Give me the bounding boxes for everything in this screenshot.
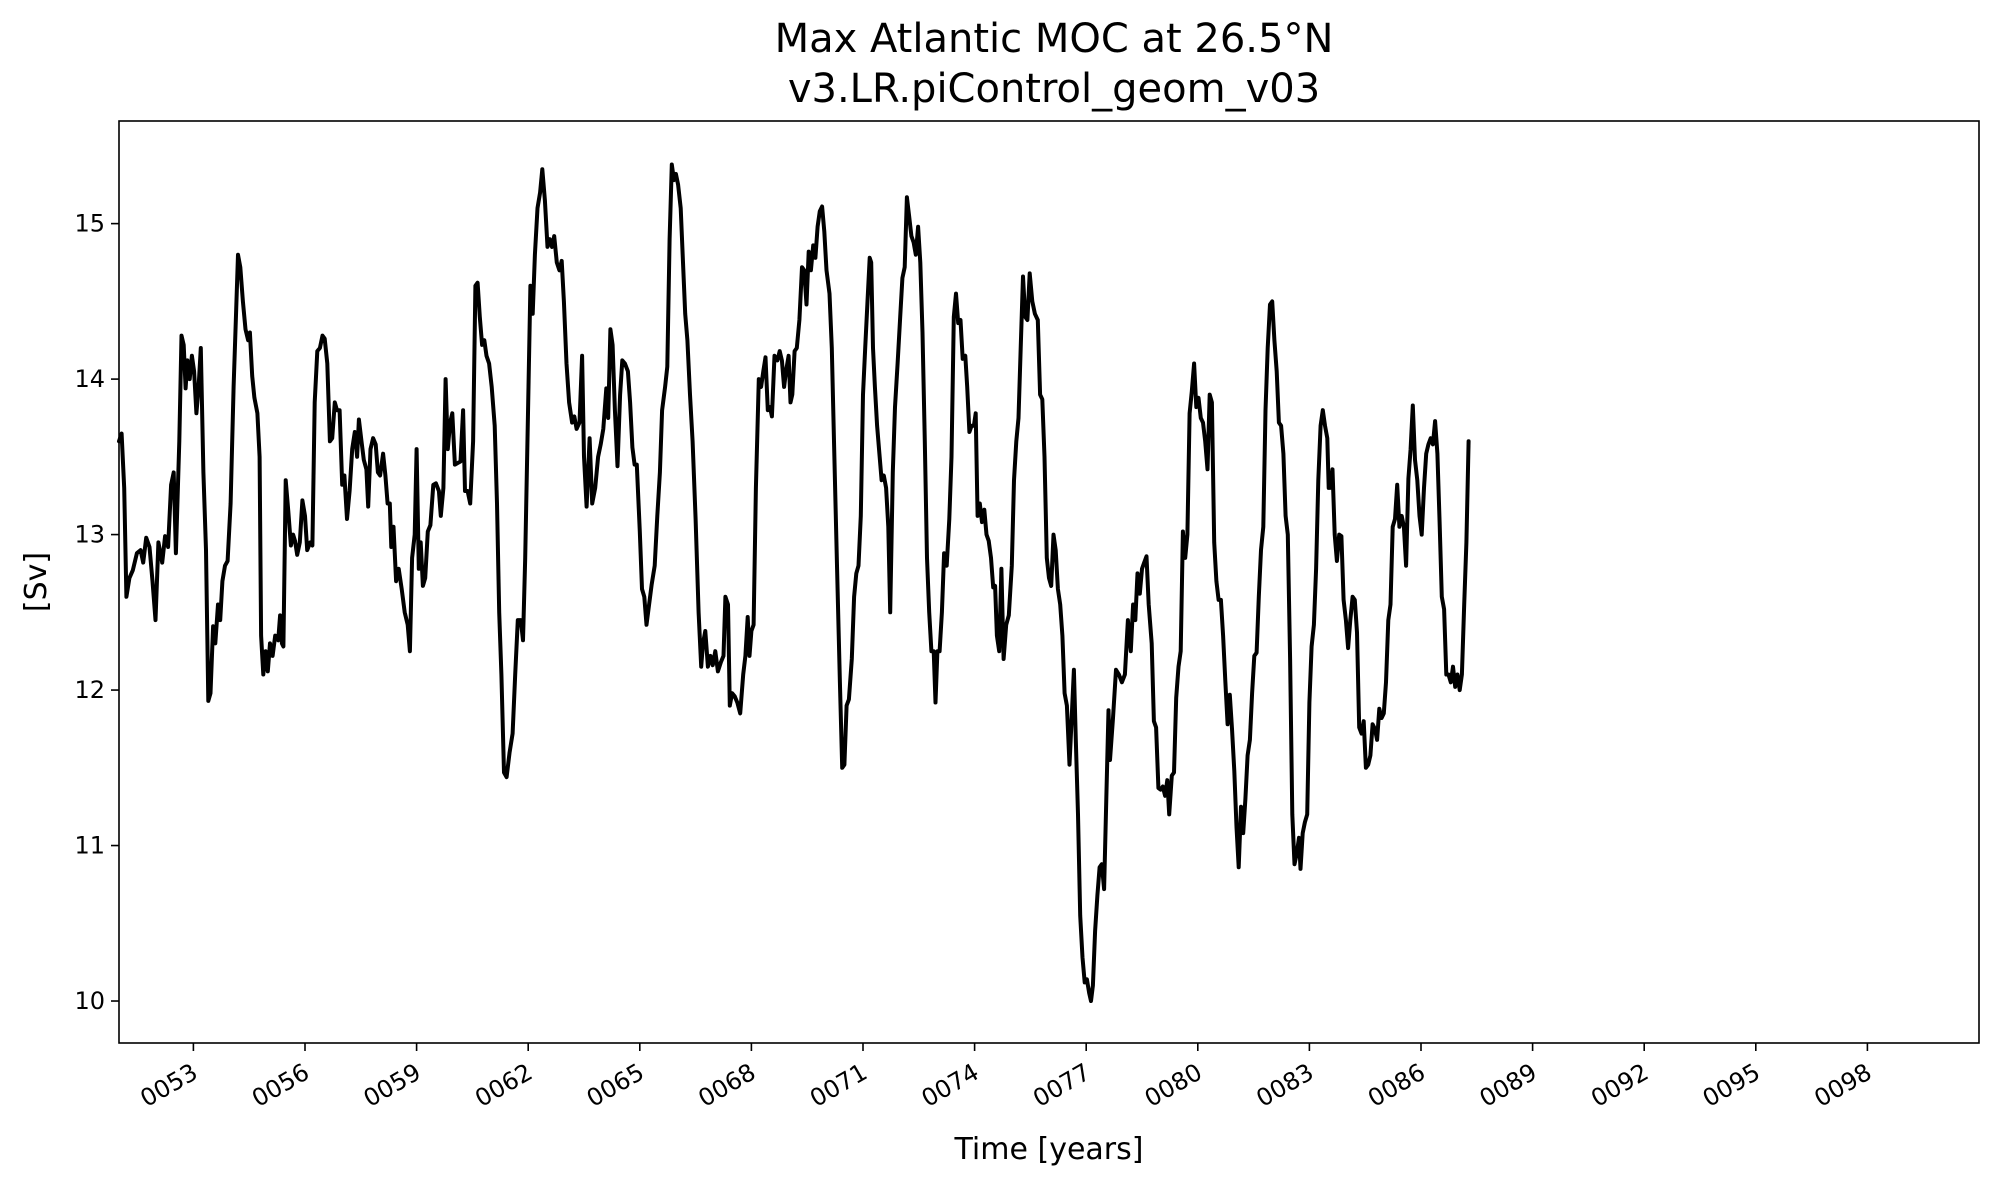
plot-frame [118,120,1980,1044]
y-tick-label: 11 [74,832,105,860]
y-tick-label: 13 [74,521,105,549]
y-axis-ticks: 10 11 12 13 14 15 [74,210,119,1015]
series-line [117,162,1471,1003]
y-tick-label: 14 [74,365,105,393]
chart-title: Max Atlantic MOC at 26.5°N [775,16,1334,62]
y-axis-label: [Sv] [19,552,54,612]
y-tick-label: 15 [74,210,105,238]
y-tick-label: 10 [74,987,105,1015]
chart-subtitle: v3.LR.piControl_geom_v03 [788,66,1320,112]
x-axis-label: Time [years] [954,1132,1144,1167]
y-tick-label: 12 [74,676,105,704]
